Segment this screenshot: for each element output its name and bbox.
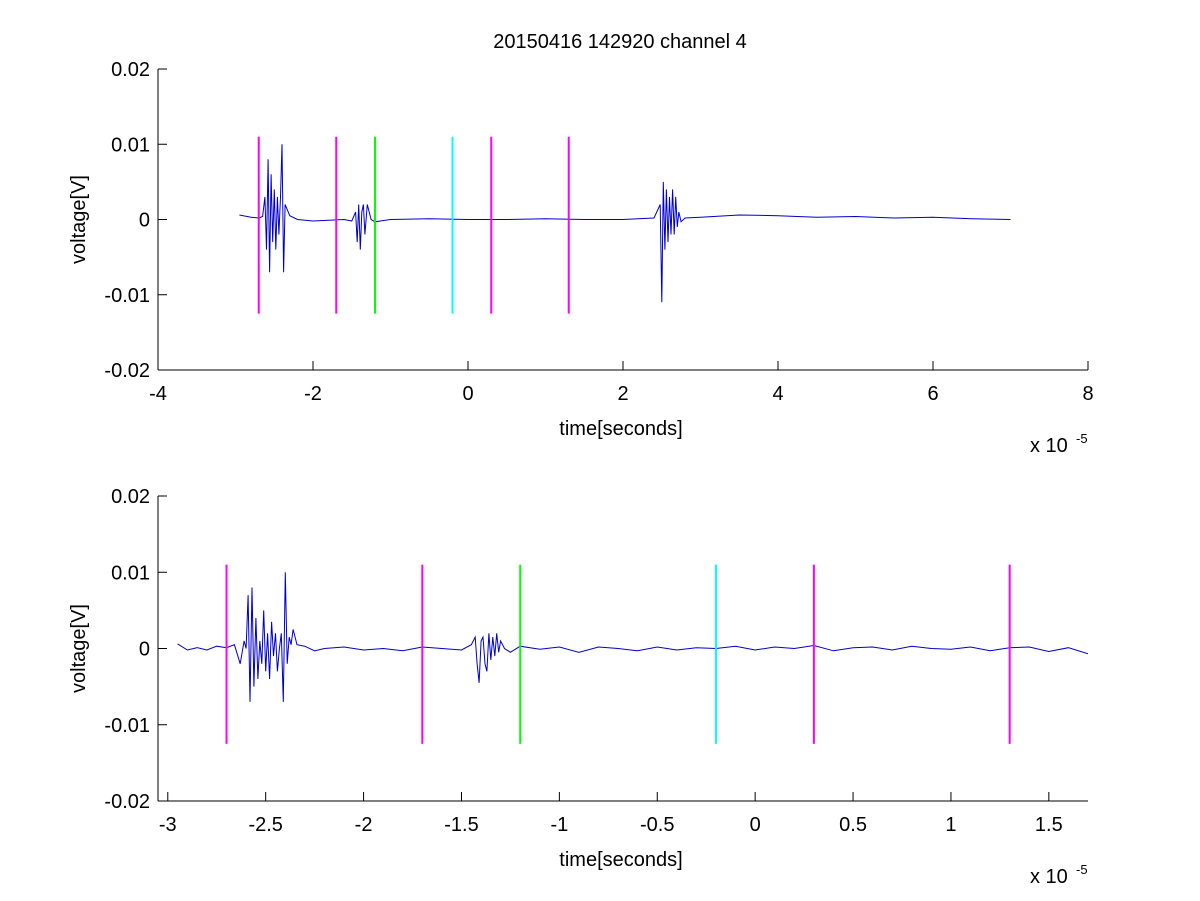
y-tick-label: 0.02 bbox=[111, 59, 150, 81]
x-tick-label: 2 bbox=[617, 383, 628, 405]
x-tick-label: 1 bbox=[945, 814, 956, 836]
x-tick-label: 6 bbox=[927, 383, 938, 405]
signal-trace bbox=[177, 572, 1088, 702]
y-tick-label: 0.02 bbox=[111, 486, 150, 508]
x-tick-label: -0.5 bbox=[640, 814, 674, 836]
plot-area bbox=[177, 564, 1088, 744]
y-tick-label: 0 bbox=[139, 639, 150, 661]
figure-title: 20150416 142920 channel 4 bbox=[493, 31, 747, 53]
y-tick-label: -0.02 bbox=[104, 360, 150, 382]
x-tick-label: -2.5 bbox=[248, 814, 282, 836]
x-tick-label: -3 bbox=[159, 814, 177, 836]
x-tick-label: -1.5 bbox=[444, 814, 478, 836]
x-tick-label: 1.5 bbox=[1035, 814, 1063, 836]
y-tick-label: 0.01 bbox=[111, 562, 150, 584]
x-exponent: -5 bbox=[1076, 862, 1088, 877]
x-tick-label: -2 bbox=[304, 383, 322, 405]
x-tick-label: 0 bbox=[750, 814, 761, 836]
y-tick-label: -0.01 bbox=[104, 285, 150, 307]
bottom-plot: -3 -2.5 -2 -1.5 -1 -0.5 0 0.5 1 1.5 -0.02 -0.01 0 0.0… bbox=[68, 486, 1088, 888]
x-tick-label: 8 bbox=[1082, 383, 1093, 405]
x-axis-label: time[seconds] bbox=[559, 418, 682, 440]
x-exponent-label: x 10 bbox=[1030, 435, 1068, 457]
x-tick-label: 0 bbox=[462, 383, 473, 405]
y-axis-label: voltage[V] bbox=[68, 604, 90, 693]
y-axis-label: voltage[V] bbox=[68, 175, 90, 264]
plot-area bbox=[239, 136, 1011, 314]
y-tick-label: 0 bbox=[139, 210, 150, 232]
x-exponent-label: x 10 bbox=[1030, 866, 1068, 888]
y-tick-label: -0.01 bbox=[104, 715, 150, 737]
x-exponent: -5 bbox=[1076, 431, 1088, 446]
x-tick-label: -2 bbox=[355, 814, 373, 836]
x-tick-label: -1 bbox=[550, 814, 568, 836]
signal-trace bbox=[239, 144, 1011, 303]
x-tick-label: 4 bbox=[772, 383, 783, 405]
y-tick-label: 0.01 bbox=[111, 134, 150, 156]
x-axis-label: time[seconds] bbox=[559, 849, 682, 871]
y-tick-label: -0.02 bbox=[104, 791, 150, 813]
x-tick-label: -4 bbox=[149, 383, 167, 405]
top-plot: -4 -2 0 2 4 6 8 -0.02 -0.01 0 0.01 0.02 time[seconds… bbox=[68, 59, 1094, 457]
x-tick-label: 0.5 bbox=[839, 814, 867, 836]
